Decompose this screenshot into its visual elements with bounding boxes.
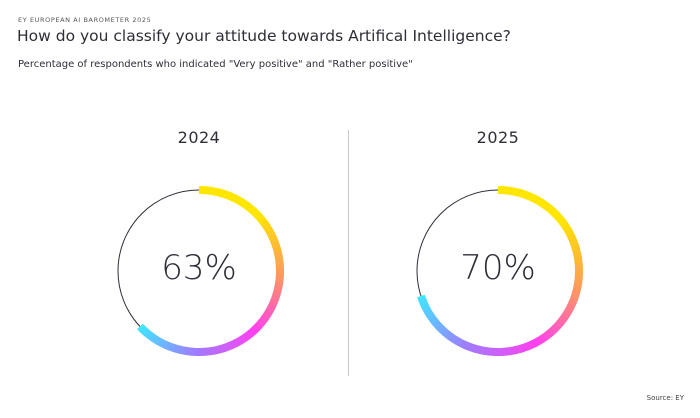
gauge-arc-2025 bbox=[417, 186, 583, 356]
gauge-label-2024: 2024 bbox=[177, 128, 221, 147]
gauge-arc-segment bbox=[137, 323, 145, 332]
kicker: EY EUROPEAN AI BAROMETER 2025 bbox=[18, 16, 152, 24]
page-title: How do you classify your attitude toward… bbox=[17, 27, 511, 45]
gauge-arc-segment bbox=[417, 294, 426, 301]
gauge-label-2025: 2025 bbox=[476, 128, 520, 147]
divider bbox=[348, 130, 349, 376]
gauge-value-2025: 70% bbox=[460, 248, 536, 288]
gauge-arc-2024 bbox=[137, 185, 285, 356]
source-note: Source: EY bbox=[646, 394, 684, 402]
subtitle: Percentage of respondents who indicated … bbox=[18, 59, 413, 70]
gauge-value-2024: 63% bbox=[161, 248, 237, 288]
